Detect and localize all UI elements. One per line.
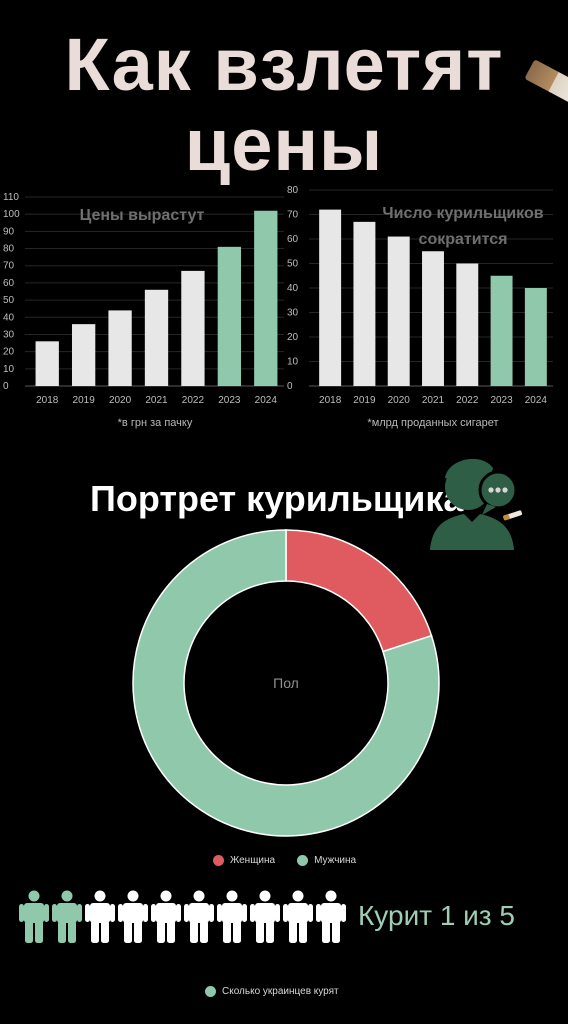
x-tick-label: 2020 (388, 395, 411, 406)
bar-2024 (254, 210, 278, 386)
bar-2020 (108, 310, 132, 386)
x-tick-label: 2023 (218, 395, 241, 406)
person-icon (85, 890, 115, 943)
y-tick-label: 30 (287, 308, 299, 319)
page-title-line-1: Как взлетят (64, 23, 504, 106)
bar-2020 (387, 236, 410, 386)
donut-slice-female (285, 529, 433, 653)
bar-2021 (422, 251, 444, 386)
person-icon (118, 890, 148, 943)
y-tick-label: 50 (287, 259, 299, 270)
smoker-avatar-icon (430, 458, 523, 550)
smoking-ratio-label: Курит 1 из 5 (358, 900, 515, 931)
person-icon (283, 890, 313, 943)
y-tick-label: 20 (3, 347, 15, 358)
y-tick-label: 10 (287, 357, 299, 368)
gender-legend: Женщина Мужчина (213, 855, 356, 866)
bar-2021 (144, 289, 169, 386)
donut-slice-male (132, 529, 440, 837)
legend-swatch-male (297, 855, 309, 866)
portrait-heading: Портрет курильщика (90, 478, 464, 519)
people-legend: Сколько украинцев курят (205, 986, 339, 997)
x-tick-label: 2024 (525, 395, 548, 406)
y-tick-label: 80 (287, 185, 299, 196)
smokers-chart-title-line-2: сократится (418, 231, 508, 248)
y-tick-label: 40 (3, 312, 15, 323)
legend-swatch-female (213, 855, 224, 866)
smokers-chart-note: *млрд проданных сигарет (367, 417, 499, 429)
price-chart-title: Цены вырастут (79, 207, 205, 224)
y-tick-label: 20 (287, 332, 299, 343)
person-icon (151, 890, 181, 943)
donut-center-label: Пол (273, 675, 299, 691)
person-icon (19, 890, 49, 943)
y-tick-label: 10 (3, 364, 15, 375)
x-tick-label: 2022 (456, 395, 479, 406)
person-icon (250, 890, 280, 943)
people-pictogram (18, 890, 353, 944)
y-tick-label: 80 (3, 244, 15, 255)
legend-label-female: Женщина (230, 855, 276, 866)
page-title-line-2: цены (184, 103, 384, 186)
x-tick-label: 2021 (422, 395, 445, 406)
y-tick-label: 70 (287, 210, 299, 221)
x-tick-label: 2023 (490, 395, 513, 406)
y-tick-label: 0 (287, 381, 293, 392)
person-icon (316, 890, 346, 943)
x-tick-label: 2018 (36, 395, 59, 406)
smokers-chart-title-line-1: Число курильщиков (382, 205, 544, 222)
y-tick-label: 70 (3, 261, 15, 272)
bar-2022 (456, 263, 479, 386)
legend-label-male: Мужчина (314, 855, 357, 866)
x-tick-label: 2018 (319, 395, 342, 406)
y-tick-label: 0 (3, 381, 9, 392)
y-tick-label: 60 (287, 234, 299, 245)
bar-2024 (524, 288, 547, 386)
x-tick-label: 2022 (182, 395, 205, 406)
bar-2023 (217, 246, 242, 386)
person-icon (184, 890, 214, 943)
x-tick-label: 2019 (353, 395, 376, 406)
y-tick-label: 50 (3, 295, 15, 306)
y-tick-label: 60 (3, 278, 15, 289)
x-tick-label: 2021 (145, 395, 168, 406)
person-icon (217, 890, 247, 943)
legend-swatch-people (205, 986, 216, 997)
bar-2019 (353, 221, 376, 386)
y-tick-label: 100 (3, 209, 20, 220)
y-tick-label: 40 (287, 283, 299, 294)
x-tick-label: 2019 (73, 395, 96, 406)
bar-2022 (181, 270, 205, 386)
bar-2018 (35, 341, 59, 386)
x-tick-label: 2020 (109, 395, 132, 406)
bar-2018 (319, 209, 342, 386)
y-tick-label: 90 (3, 226, 15, 237)
smokers-chart-title: Число курильщиков сократится (363, 201, 563, 253)
x-tick-label: 2024 (255, 395, 278, 406)
y-tick-label: 30 (3, 329, 15, 340)
price-chart-note: *в грн за пачку (117, 417, 193, 429)
bar-2019 (71, 324, 96, 386)
y-tick-label: 110 (3, 192, 19, 203)
bar-2023 (490, 275, 513, 386)
person-icon (52, 890, 82, 943)
legend-label-people: Сколько украинцев курят (222, 986, 339, 997)
